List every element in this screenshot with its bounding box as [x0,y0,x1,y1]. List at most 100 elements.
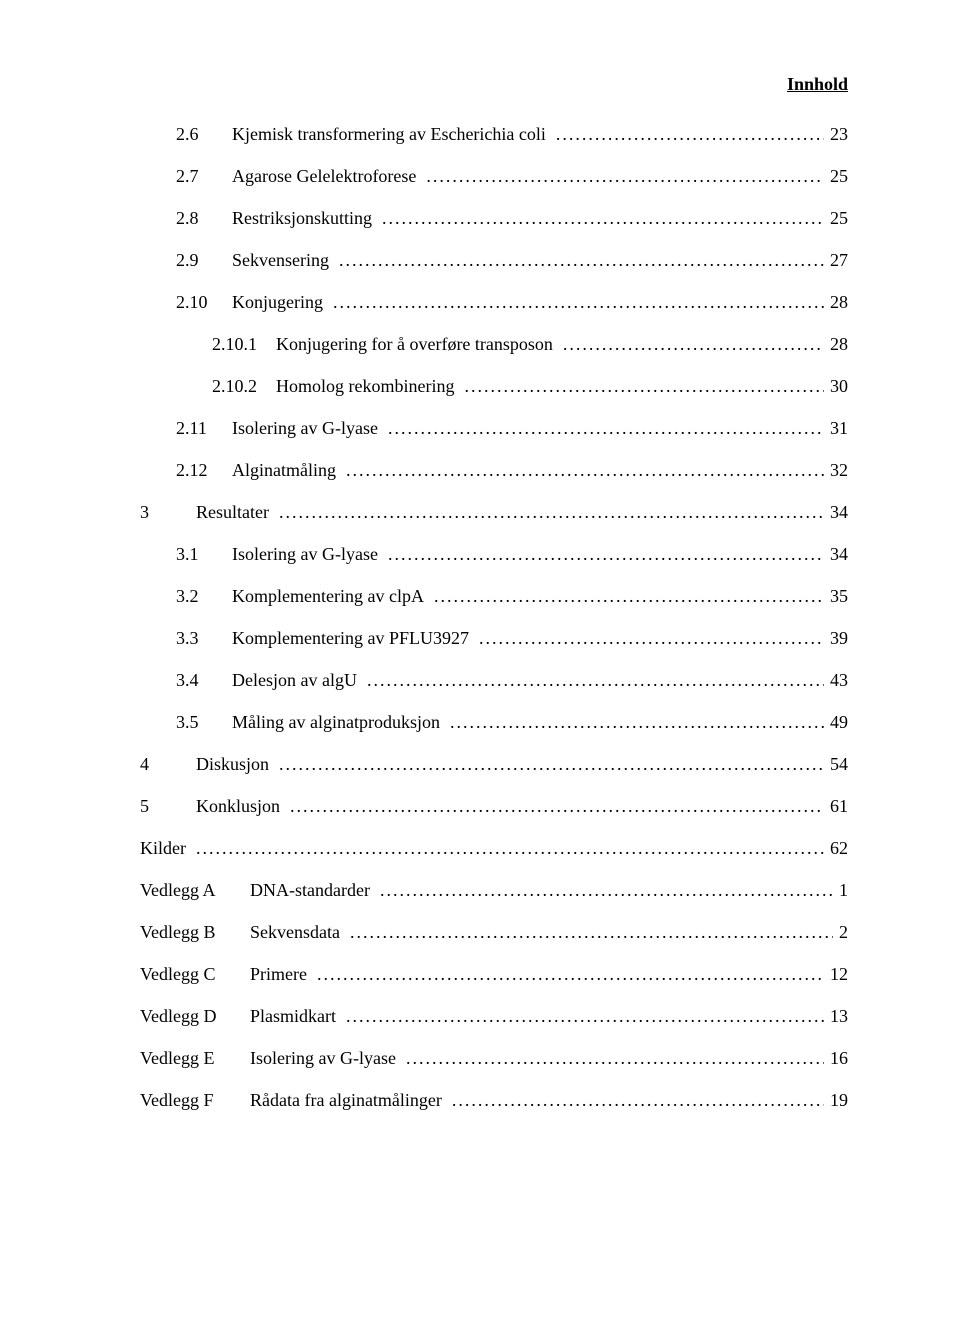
toc-entry-page: 28 [824,293,848,311]
toc-entry-page: 61 [824,797,848,815]
toc-entry-page: 35 [824,587,848,605]
toc-entry-title: Konklusjon [196,797,286,815]
toc-entry-number: Vedlegg D [140,1007,250,1025]
toc-leader-dots [552,125,824,143]
toc-entry-number: 3 [140,503,196,521]
toc-leader-dots [475,629,824,647]
toc-entry: Vedlegg DPlasmidkart 13 [140,1007,848,1025]
toc-entry-title: Komplementering av clpA [232,587,430,605]
toc-leader-dots [329,293,824,311]
toc-entry-page: 62 [824,839,848,857]
toc-entry: 2.12Alginatmåling 32 [140,461,848,479]
toc-entry: 3.4Delesjon av algU43 [140,671,848,689]
toc-leader-dots [402,1049,824,1067]
toc-entry-title: Komplementering av PFLU3927 [232,629,475,647]
toc-entry: 2.8Restriksjonskutting 25 [140,209,848,227]
toc-entry-title: Sekvensdata [250,923,346,941]
toc-leader-dots [384,419,824,437]
toc-entry: 3.5Måling av alginatproduksjon49 [140,713,848,731]
toc-entry: 2.10.2Homolog rekombinering30 [140,377,848,395]
toc-entry-number: 2.8 [176,209,232,227]
toc-entry: 5Konklusjon 61 [140,797,848,815]
toc-entry: 3.3Komplementering av PFLU3927 39 [140,629,848,647]
toc-entry-page: 1 [833,881,848,899]
toc-leader-dots [446,713,824,731]
toc-leader-dots [342,1007,824,1025]
toc-leader-dots [275,503,824,521]
toc-entry: 2.7Agarose Gelelektroforese 25 [140,167,848,185]
toc-entry: Vedlegg FRådata fra alginatmålinger 19 [140,1091,848,1109]
toc-leader-dots [559,335,824,353]
toc-entry-page: 23 [824,125,848,143]
toc-entry-title: DNA-standarder [250,881,376,899]
toc-entry-page: 54 [824,755,848,773]
toc-entry-number: 3.3 [176,629,232,647]
toc-entry-number: 2.6 [176,125,232,143]
toc-entry-page: 25 [824,167,848,185]
toc-entry-number: Vedlegg B [140,923,250,941]
toc-entry: 3.2Komplementering av clpA 35 [140,587,848,605]
toc-leader-dots [192,839,824,857]
toc-entry-number: 4 [140,755,196,773]
toc-entry: 3.1Isolering av G-lyase 34 [140,545,848,563]
toc-entry-number: Vedlegg F [140,1091,250,1109]
toc-entry-title: Kjemisk transformering av Escherichia co… [232,125,552,143]
toc-entry-page: 34 [824,545,848,563]
page: Innhold 2.6Kjemisk transformering av Esc… [0,0,960,1343]
toc-entry: 4Diskusjon 54 [140,755,848,773]
toc-entry-title: Isolering av G-lyase [250,1049,402,1067]
toc-leader-dots [346,923,833,941]
toc-entry-title: Isolering av G-lyase [232,545,384,563]
toc-entry-page: 28 [824,335,848,353]
toc-entry-title: Plasmidkart [250,1007,342,1025]
toc-entry: 3Resultater 34 [140,503,848,521]
toc-leader-dots [342,461,824,479]
toc-entry-title: Agarose Gelelektroforese [232,167,422,185]
toc-entry-page: 16 [824,1049,848,1067]
toc-entry: 2.9Sekvensering27 [140,251,848,269]
toc-entry-page: 30 [824,377,848,395]
toc-leader-dots [430,587,824,605]
toc-entry-number: Vedlegg E [140,1049,250,1067]
toc-entry-number: 2.7 [176,167,232,185]
toc-entry-number: Vedlegg C [140,965,250,983]
toc-entry-page: 49 [824,713,848,731]
toc-entry-title: Diskusjon [196,755,275,773]
toc-entry-title: Restriksjonskutting [232,209,378,227]
toc-entry-number: 2.11 [176,419,232,437]
toc-leader-dots [378,209,824,227]
page-header: Innhold [140,74,848,95]
toc-leader-dots [376,881,833,899]
toc-entry-number: 2.12 [176,461,232,479]
toc-entry: Kilder62 [140,839,848,857]
toc-entry-title: Resultater [196,503,275,521]
toc-entry-title: Konjugering for å overføre transposon [276,335,559,353]
toc-entry-title: Sekvensering [232,251,335,269]
toc-entry-title: Alginatmåling [232,461,342,479]
toc-entry-title: Måling av alginatproduksjon [232,713,446,731]
toc-leader-dots [363,671,824,689]
toc-entry-page: 19 [824,1091,848,1109]
toc-entry-title: Rådata fra alginatmålinger [250,1091,448,1109]
table-of-contents: 2.6Kjemisk transformering av Escherichia… [140,125,848,1109]
toc-entry-page: 25 [824,209,848,227]
toc-entry-title: Isolering av G-lyase [232,419,384,437]
toc-entry-page: 13 [824,1007,848,1025]
toc-entry: Vedlegg CPrimere12 [140,965,848,983]
toc-entry-number: 2.10.1 [212,335,276,353]
toc-entry: Vedlegg BSekvensdata2 [140,923,848,941]
toc-entry-title: Primere [250,965,313,983]
toc-leader-dots [384,545,824,563]
toc-entry: 2.6Kjemisk transformering av Escherichia… [140,125,848,143]
toc-entry-page: 34 [824,503,848,521]
toc-entry-number: 2.10.2 [212,377,276,395]
toc-entry-page: 32 [824,461,848,479]
toc-leader-dots [448,1091,824,1109]
toc-leader-dots [335,251,824,269]
toc-entry-page: 39 [824,629,848,647]
toc-entry-number: 3.2 [176,587,232,605]
toc-entry: Vedlegg EIsolering av G-lyase 16 [140,1049,848,1067]
toc-entry: Vedlegg ADNA-standarder1 [140,881,848,899]
toc-entry-number: 3.1 [176,545,232,563]
toc-entry-number: 5 [140,797,196,815]
